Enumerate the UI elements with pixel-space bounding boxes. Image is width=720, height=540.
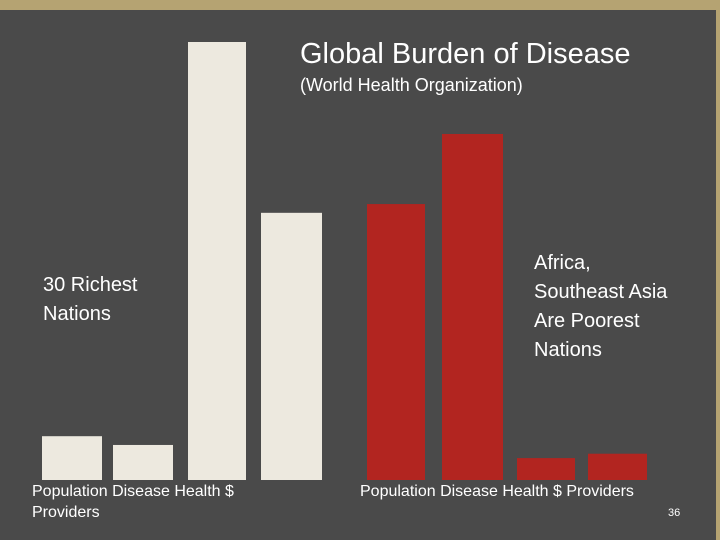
category-labels-left-line1: Population Disease Health $ [32,483,234,500]
slide-number: 36 [668,507,681,519]
richest-disease-bar [113,444,173,480]
richest-health-bar [188,42,246,480]
category-labels-right: Population Disease Health $ Providers [360,483,634,500]
group-label-poorest: Africa, Southeast Asia Are Poorest Natio… [534,252,668,361]
richest-providers-bar [261,212,322,480]
poorest-providers-bar [588,453,647,480]
richest-population-bar [42,436,102,480]
right-frame-bar [716,0,720,540]
top-frame-bar [0,0,720,10]
chart-subtitle: (World Health Organization) [300,75,523,95]
poorest-disease-bar [442,133,503,481]
group-label-richest: 30 Richest Nations [43,274,138,325]
poorest-health-bar [517,458,575,480]
category-labels-left-line2: Providers [32,504,100,521]
poorest-population-bar [367,204,425,480]
chart-title: Global Burden of Disease [300,38,631,70]
